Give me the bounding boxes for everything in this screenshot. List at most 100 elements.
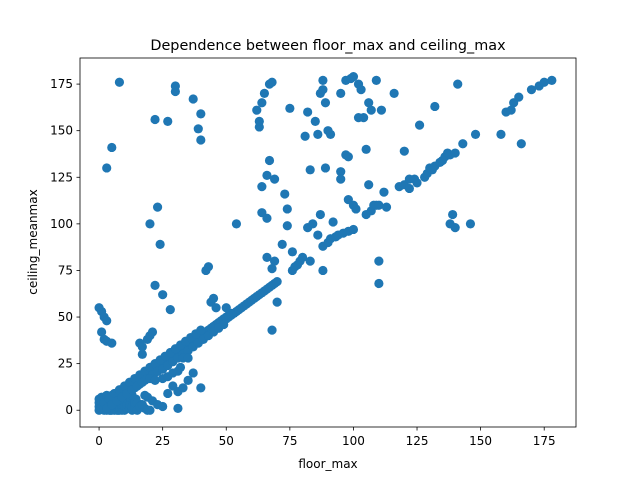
scatter-point — [318, 85, 328, 95]
scatter-point — [516, 139, 526, 149]
scatter-point — [145, 219, 155, 229]
scatter-point — [196, 135, 206, 145]
scatter-point — [231, 219, 242, 229]
scatter-point — [211, 303, 221, 313]
scatter-point — [262, 252, 272, 263]
y-axis: 0 25 50 75 100 125 150 175 — [50, 77, 80, 417]
scatter-point — [196, 325, 206, 335]
scatter-point — [114, 77, 125, 87]
scatter-point — [163, 388, 173, 399]
scatter-point — [196, 109, 206, 119]
scatter-point — [158, 290, 168, 300]
x-tick-label: 150 — [469, 434, 492, 448]
scatter-point — [158, 401, 168, 412]
scatter-point — [364, 180, 374, 190]
scatter-point — [259, 88, 270, 99]
y-tick-label: 100 — [50, 217, 73, 231]
y-axis-label: ceiling_meanmax — [26, 189, 40, 294]
scatter-point — [150, 280, 160, 290]
scatter-point — [137, 342, 147, 352]
scatter-point — [371, 75, 381, 85]
scatter-point — [351, 204, 361, 214]
x-tick-label: 50 — [219, 434, 234, 448]
scatter-point — [336, 174, 346, 184]
x-tick-label: 125 — [406, 434, 429, 448]
scatter-point — [150, 114, 160, 125]
scatter-point — [145, 405, 155, 415]
scatter-point — [343, 152, 353, 162]
scatter-point — [315, 209, 325, 220]
scatter-point — [404, 183, 414, 194]
data-points — [94, 72, 557, 415]
scatter-point — [389, 88, 399, 99]
x-tick-label: 75 — [282, 434, 297, 448]
scatter-point — [152, 202, 163, 212]
x-axis-label: floor_max — [298, 457, 357, 471]
scatter-point — [267, 263, 277, 274]
scatter-point — [374, 278, 384, 289]
scatter-point — [328, 217, 338, 227]
scatter-point — [97, 327, 107, 337]
scatter-point — [374, 200, 384, 210]
scatter-point — [262, 170, 272, 181]
scatter-point — [183, 353, 193, 363]
scatter-point — [458, 139, 468, 149]
scatter-point — [257, 98, 267, 108]
scatter-point — [399, 146, 409, 156]
scatter-point — [282, 204, 292, 214]
scatter-point — [381, 202, 392, 212]
x-tick-label: 0 — [95, 434, 103, 448]
scatter-point — [277, 239, 287, 249]
scatter-point — [453, 79, 463, 89]
scatter-point — [175, 362, 186, 372]
scatter-point — [465, 219, 476, 229]
scatter-point — [170, 81, 180, 91]
scatter-point — [336, 88, 346, 99]
scatter-point — [196, 383, 206, 393]
scatter-point — [183, 375, 193, 386]
scatter-point — [262, 213, 272, 223]
scatter-point — [219, 319, 229, 330]
scatter-point — [285, 103, 295, 113]
scatter-point — [414, 120, 425, 130]
scatter-point — [272, 297, 282, 307]
scatter-point — [305, 165, 315, 175]
scatter-point — [137, 349, 147, 359]
scatter-point — [320, 98, 331, 108]
x-tick-label: 175 — [533, 434, 556, 448]
scatter-point — [155, 239, 165, 249]
scatter-point — [348, 72, 359, 82]
scatter-point — [147, 327, 158, 337]
scatter-point — [366, 105, 376, 115]
y-tick-label: 25 — [58, 357, 73, 371]
scatter-point — [107, 142, 117, 153]
scatter-point — [282, 221, 292, 231]
scatter-point — [272, 277, 282, 287]
x-axis: 0 25 50 75 100 125 150 175 — [95, 427, 556, 448]
y-tick-label: 75 — [58, 263, 73, 277]
scatter-point — [297, 252, 308, 263]
scatter-point — [514, 92, 524, 102]
scatter-point — [163, 116, 173, 126]
scatter-point — [107, 338, 117, 348]
scatter-point — [150, 375, 160, 386]
scatter-point — [257, 181, 267, 192]
scatter-point — [450, 148, 460, 158]
scatter-point — [254, 116, 264, 126]
scatter-point — [102, 163, 112, 173]
scatter-point — [221, 303, 231, 313]
scatter-point — [300, 131, 310, 141]
scatter-point — [374, 256, 384, 266]
scatter-point — [359, 113, 369, 123]
scatter-point — [193, 124, 203, 134]
y-tick-label: 150 — [50, 124, 73, 138]
scatter-point — [188, 94, 198, 104]
scatter-point — [269, 174, 280, 184]
scatter-point — [412, 178, 422, 188]
scatter-point — [361, 144, 371, 154]
scatter-point — [269, 256, 280, 266]
scatter-point — [547, 75, 557, 85]
y-tick-label: 50 — [58, 310, 73, 324]
scatter-point — [178, 383, 188, 393]
